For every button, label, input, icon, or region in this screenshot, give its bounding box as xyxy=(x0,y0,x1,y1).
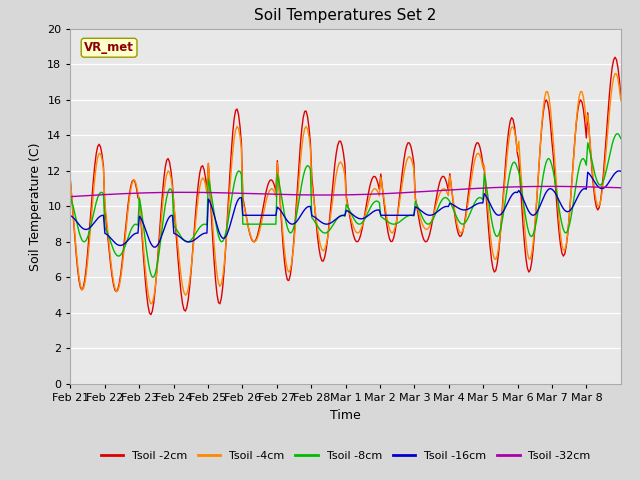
Text: VR_met: VR_met xyxy=(84,41,134,54)
Legend: Tsoil -2cm, Tsoil -4cm, Tsoil -8cm, Tsoil -16cm, Tsoil -32cm: Tsoil -2cm, Tsoil -4cm, Tsoil -8cm, Tsoi… xyxy=(96,446,595,465)
Y-axis label: Soil Temperature (C): Soil Temperature (C) xyxy=(29,142,42,271)
Title: Soil Temperatures Set 2: Soil Temperatures Set 2 xyxy=(255,9,436,24)
X-axis label: Time: Time xyxy=(330,408,361,421)
